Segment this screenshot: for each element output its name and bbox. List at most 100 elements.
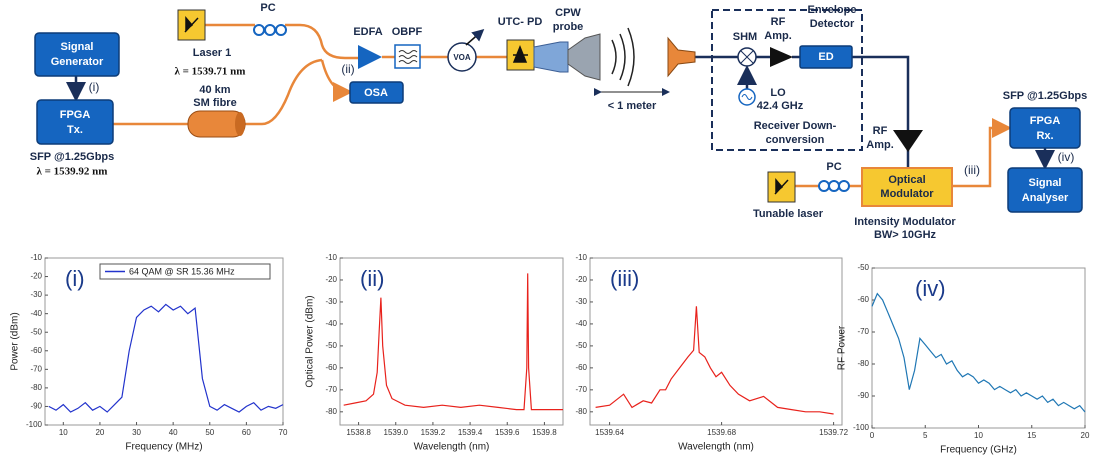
tap-label: (iv) <box>1058 150 1075 164</box>
y-tick-label: -20 <box>30 272 42 281</box>
label: λ = 1539.92 nm <box>37 166 108 178</box>
lo-icon <box>741 94 753 100</box>
fibre-link <box>320 59 353 102</box>
x-tick-label: 70 <box>279 428 288 437</box>
y-tick-label: -90 <box>30 402 42 411</box>
rf-amplifier <box>893 130 923 152</box>
label: Tunable laser <box>753 208 824 220</box>
edfa <box>358 45 382 69</box>
label: probe <box>553 21 584 33</box>
x-tick-label: 1539.8 <box>532 428 557 437</box>
y-tick-label: -70 <box>575 385 587 394</box>
label: 40 km <box>199 84 230 96</box>
x-tick-label: 1539.2 <box>421 428 446 437</box>
panel-label: (ii) <box>360 266 384 291</box>
y-tick-label: -20 <box>325 275 337 284</box>
tap-label: (i) <box>89 80 100 94</box>
label: Laser 1 <box>193 47 232 59</box>
x-tick-label: 60 <box>242 428 251 437</box>
y-tick-label: -50 <box>30 327 42 336</box>
label: PC <box>260 2 275 14</box>
plot-frame <box>871 267 1086 429</box>
x-tick-label: 10 <box>59 428 68 437</box>
obpf-icon <box>398 50 418 64</box>
label: λ = 1539.71 nm <box>175 66 246 78</box>
x-tick-label: 1539.4 <box>458 428 483 437</box>
y-tick-label: -100 <box>853 423 870 432</box>
label: PC <box>826 161 841 173</box>
label: SFP @1.25Gbps <box>1003 90 1088 102</box>
signal-analyser <box>1007 167 1083 213</box>
x-axis-title: Wavelength (nm) <box>678 442 754 453</box>
tap-label: (iii) <box>964 163 980 177</box>
y-tick-label: -70 <box>325 385 337 394</box>
spectrum-line <box>595 306 834 415</box>
label: Amp. <box>866 139 894 151</box>
voa <box>447 42 477 72</box>
y-axis-title: Optical Power (dBm) <box>305 295 316 387</box>
label: SHM <box>733 31 757 43</box>
plot-frame <box>589 257 843 426</box>
y-tick-label: -100 <box>26 420 43 429</box>
y-axis-title: Power (dBm) <box>10 312 21 370</box>
envelope-detector <box>799 45 853 69</box>
label: OSA <box>364 87 388 99</box>
x-tick-label: 20 <box>1081 431 1090 440</box>
radio-waves <box>611 27 635 87</box>
photodiode-icon <box>512 44 528 63</box>
tap-label: (ii) <box>341 62 354 76</box>
x-tick-label: 1539.68 <box>707 428 736 437</box>
fibre-spool <box>235 112 245 136</box>
label: SM fibre <box>193 97 236 109</box>
legend-label: 64 QAM @ SR 15.36 MHz <box>129 266 235 276</box>
y-tick-label: -70 <box>30 364 42 373</box>
x-tick-label: 0 <box>870 431 875 440</box>
legend-box <box>99 263 271 280</box>
label: UTC- PD <box>498 16 543 28</box>
x-tick-label: 1539.6 <box>495 428 520 437</box>
label: OBPF <box>392 26 423 38</box>
label: 42.4 GHz <box>757 100 804 112</box>
label: Modulator <box>880 188 934 200</box>
label: SFP @1.25Gbps <box>30 151 115 163</box>
optical-modulator <box>861 167 953 207</box>
rf-amplifier <box>770 47 793 67</box>
y-tick-label: -10 <box>30 253 42 262</box>
y-tick-label: -50 <box>575 341 587 350</box>
rx-horn <box>667 36 696 78</box>
label: Signal <box>1028 177 1061 189</box>
voa-arrow <box>465 29 485 46</box>
label: RF <box>873 125 888 137</box>
label: VOA <box>453 53 471 62</box>
y-tick-label: -60 <box>575 363 587 372</box>
label: conversion <box>766 134 825 146</box>
label: Signal <box>60 41 93 53</box>
y-tick-label: -60 <box>325 363 337 372</box>
y-tick-label: -80 <box>325 407 337 416</box>
y-tick-label: -60 <box>30 346 42 355</box>
link <box>852 55 910 167</box>
receiver-frame <box>711 9 863 151</box>
spectrum-line <box>343 273 563 411</box>
y-tick-label: -30 <box>575 297 587 306</box>
setup-diagram: Signal Generator (i) FPGA Tx. SFP @1.25G… <box>30 2 1088 241</box>
label: Envelope <box>808 4 857 16</box>
fibre-link <box>243 58 323 126</box>
label: Receiver Down- <box>754 120 837 132</box>
label: CPW <box>555 7 581 19</box>
x-tick-label: 50 <box>205 428 214 437</box>
x-tick-label: 20 <box>95 428 104 437</box>
x-tick-label: 1538.8 <box>346 428 371 437</box>
y-tick-label: -40 <box>575 319 587 328</box>
horn-antenna <box>567 33 601 81</box>
label: FPGA <box>60 109 91 121</box>
label: Generator <box>51 56 104 68</box>
y-tick-label: -40 <box>30 309 42 318</box>
x-tick-label: 40 <box>169 428 178 437</box>
label: LO <box>770 87 786 99</box>
label: RF <box>771 16 786 28</box>
label: Rx. <box>1036 130 1053 142</box>
laser-icon <box>184 15 199 33</box>
